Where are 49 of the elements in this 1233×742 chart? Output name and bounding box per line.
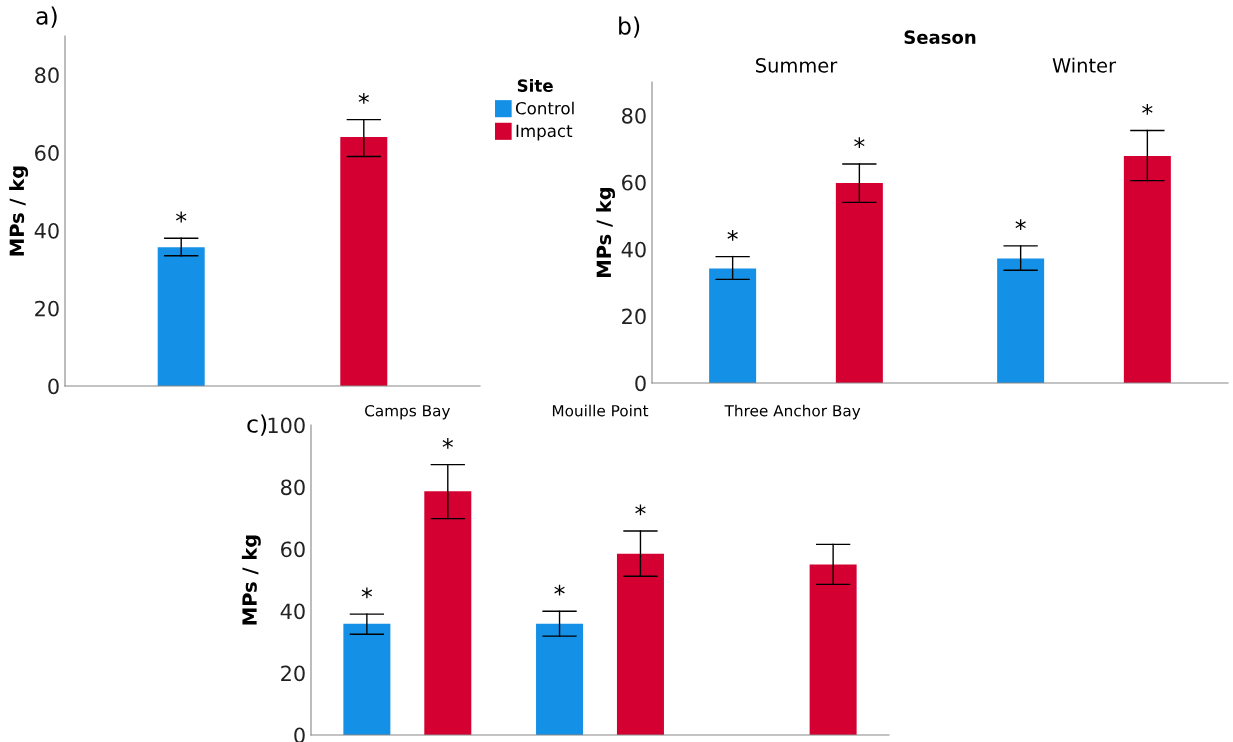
x-axis-title: Season	[904, 30, 976, 44]
y-axis-title: MPs / kg	[596, 187, 616, 277]
y-tick-label: 40	[34, 222, 59, 239]
y-axis-title: MPs / kg	[9, 166, 29, 256]
y-tick-label: 0	[635, 375, 646, 392]
y-tick-label: 100	[268, 417, 305, 434]
bar	[709, 268, 757, 383]
y-tick-label: 20	[622, 308, 646, 325]
bar	[536, 623, 584, 735]
bar	[809, 564, 857, 735]
bar	[1123, 155, 1171, 383]
y-tick-label: 60	[622, 174, 646, 191]
y-tick-label: 40	[280, 603, 305, 620]
y-tick-label: 60	[281, 541, 305, 558]
chart-title: a)	[36, 6, 57, 28]
data-label: *	[554, 584, 565, 596]
y-tick-label: 20	[35, 300, 59, 317]
chart-title: b)	[619, 16, 640, 38]
y-tick-label: 0	[48, 378, 59, 395]
x-tick-label: Camps Bay	[365, 404, 451, 420]
bar	[343, 623, 391, 735]
data-label: *	[635, 504, 646, 516]
data-label: *	[361, 587, 373, 599]
legend-label: Impact	[516, 124, 573, 141]
data-label: *	[727, 229, 738, 241]
chart-title: c)	[247, 414, 267, 436]
data-label: *	[176, 211, 187, 223]
y-tick-label: 40	[621, 241, 646, 258]
y-tick-label: 80	[35, 67, 59, 84]
x-tick-label: Winter	[1052, 57, 1117, 73]
data-label: *	[1142, 103, 1153, 115]
x-tick-label: Mouille Point	[552, 404, 649, 417]
bar	[835, 183, 883, 383]
bar	[997, 258, 1045, 383]
data-label: *	[1015, 219, 1026, 231]
x-tick-label: Summer	[756, 57, 838, 73]
bar	[424, 491, 472, 735]
y-tick-label: 80	[281, 479, 305, 496]
data-label: *	[854, 137, 865, 149]
data-label: *	[358, 93, 369, 104]
x-tick-label: Three Anchor Bay	[724, 404, 861, 420]
bar	[616, 553, 664, 735]
y-tick-label: 80	[622, 107, 646, 124]
y-tick-label: 20	[281, 665, 305, 682]
data-label: *	[442, 438, 453, 449]
legend-title: Site	[517, 79, 553, 92]
y-tick-label: 60	[35, 145, 59, 161]
legend-label: Control	[515, 101, 574, 115]
y-axis-title: MPs / kg	[241, 535, 261, 625]
